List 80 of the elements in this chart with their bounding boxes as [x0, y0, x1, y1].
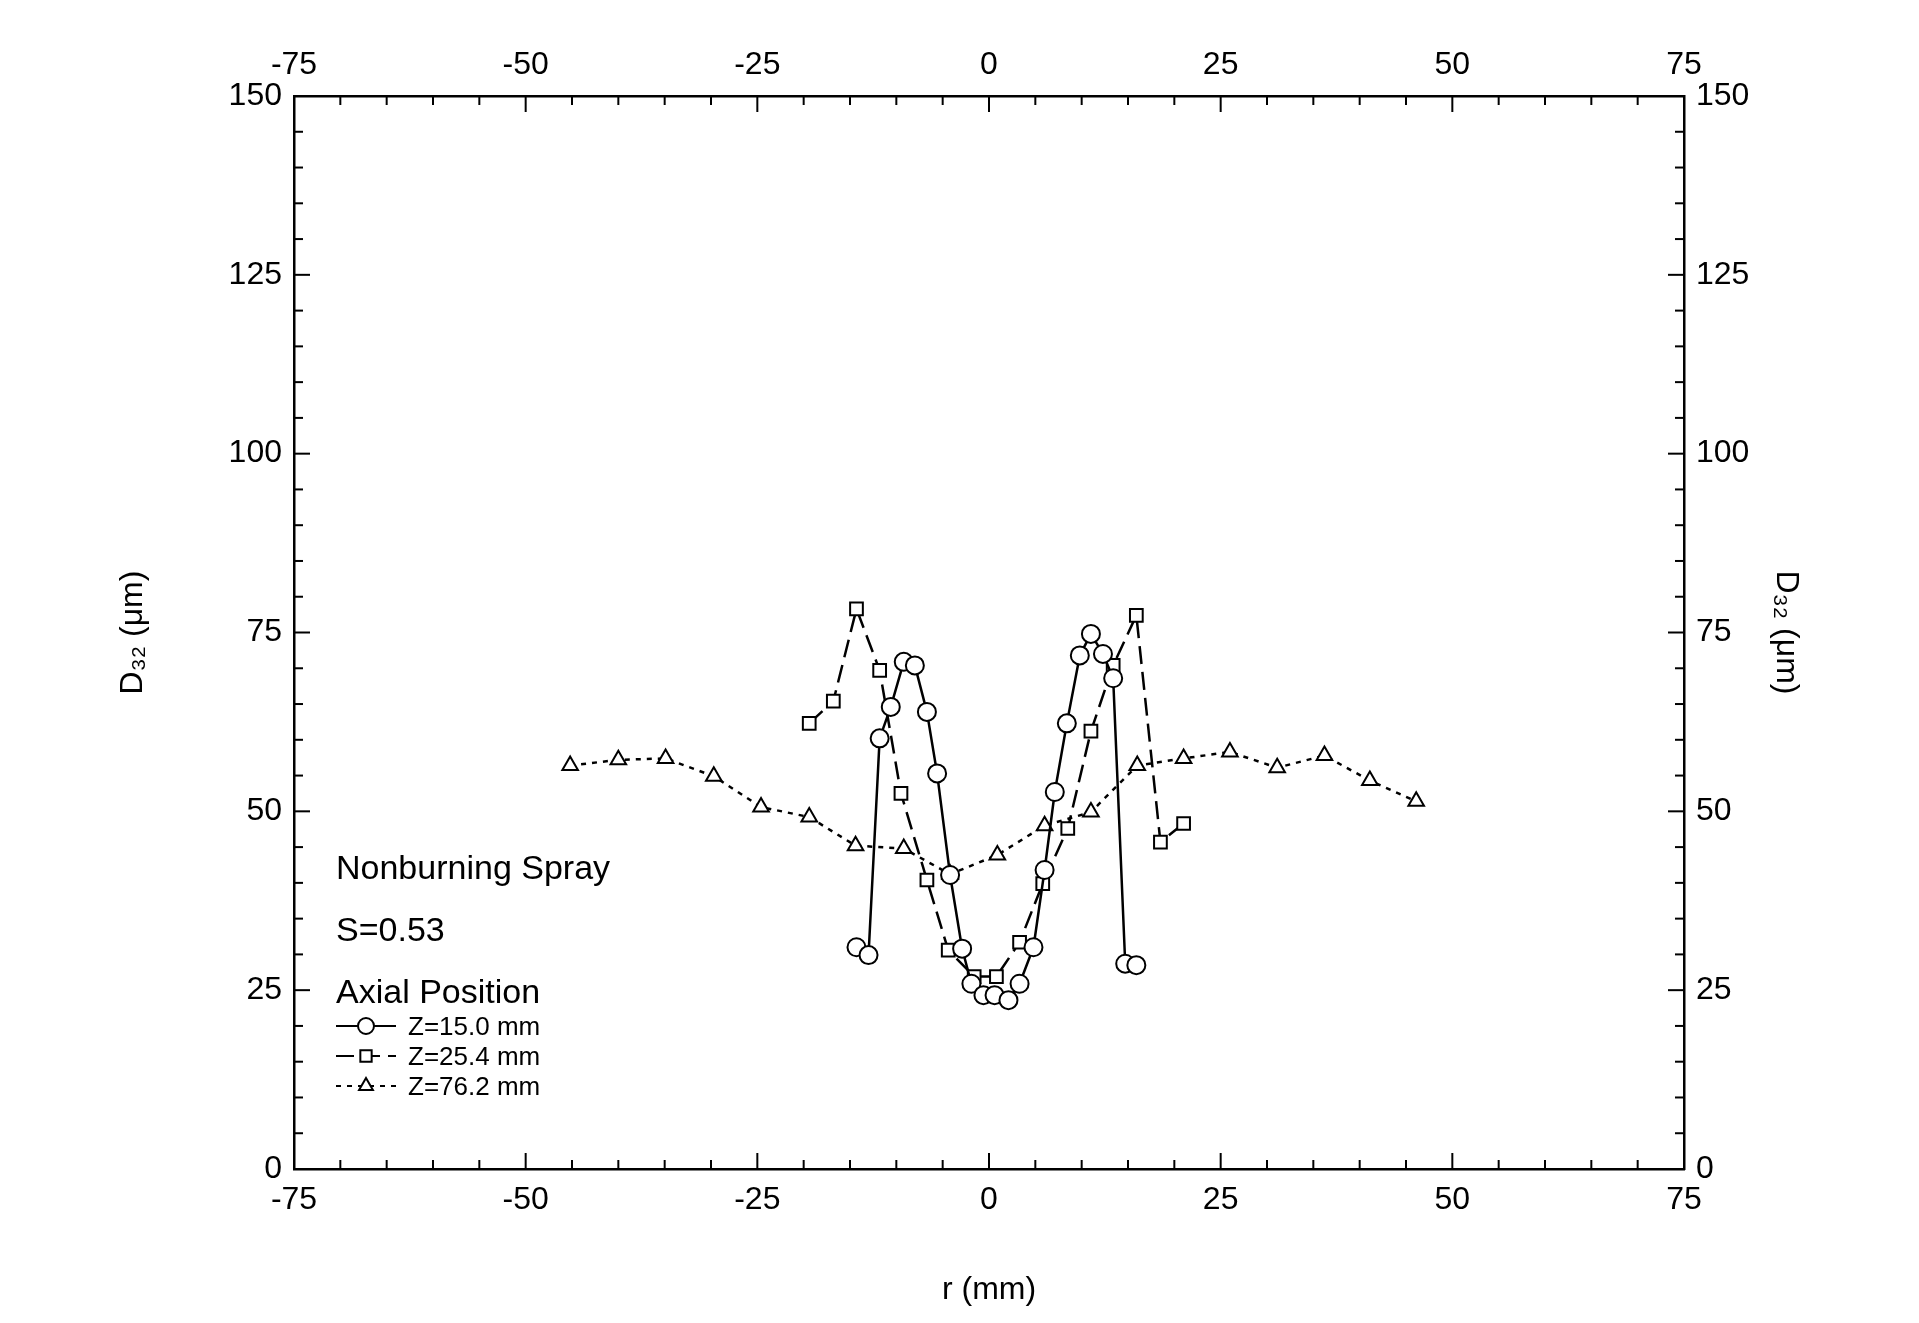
- x-tick-label: 0: [980, 1180, 998, 1217]
- point: [1012, 934, 1027, 950]
- point: [1315, 745, 1334, 762]
- point: [1221, 741, 1239, 758]
- point: [998, 990, 1019, 1011]
- y-tick-label: 125: [228, 254, 282, 291]
- point: [961, 973, 982, 994]
- point: [1103, 668, 1124, 689]
- point: [904, 655, 925, 676]
- point: [1044, 782, 1065, 803]
- point: [1092, 643, 1113, 664]
- x-tick-label: -25: [734, 1180, 781, 1217]
- point: [894, 838, 913, 855]
- point: [1056, 713, 1077, 734]
- point: [1128, 607, 1144, 623]
- point: [656, 748, 675, 764]
- x2-tick-label: -50: [502, 44, 549, 81]
- point: [849, 601, 864, 617]
- x-tick-label: 25: [1202, 1180, 1239, 1217]
- x2-tick-label: 50: [1434, 44, 1471, 81]
- point: [1083, 723, 1099, 739]
- annotation: Nonburning Spray: [336, 848, 611, 886]
- annotation: S=0.53: [336, 910, 445, 948]
- point: [1361, 770, 1379, 787]
- y2-tick-label: 100: [1696, 433, 1750, 470]
- point: [1069, 645, 1090, 666]
- y-axis-title: D₃₂ (μm): [113, 570, 150, 695]
- y2-tick-label: 125: [1696, 254, 1750, 291]
- point: [989, 969, 1004, 984]
- point: [800, 807, 819, 823]
- legend-title: Axial Position: [336, 972, 541, 1010]
- point: [927, 763, 948, 784]
- y-tick-label: 100: [228, 433, 282, 470]
- x-axis-title: r (mm): [941, 1269, 1037, 1306]
- point: [1174, 748, 1193, 764]
- point: [1176, 816, 1191, 831]
- y2-tick-label: 50: [1696, 791, 1732, 828]
- point: [919, 872, 935, 888]
- point: [880, 696, 901, 717]
- point: [872, 663, 888, 678]
- point: [561, 755, 579, 772]
- point: [893, 786, 909, 801]
- point: [1034, 859, 1055, 880]
- point: [1153, 834, 1168, 850]
- point: [1407, 791, 1425, 807]
- point: [916, 701, 937, 722]
- point: [1009, 973, 1030, 994]
- point: [1128, 755, 1147, 772]
- y-tick-label: 75: [246, 612, 282, 649]
- point: [952, 938, 973, 959]
- x-tick-label: 50: [1434, 1180, 1471, 1217]
- point: [704, 766, 723, 782]
- legend-label: Z=25.4 mm: [408, 1041, 541, 1071]
- point: [846, 835, 865, 852]
- point: [1126, 955, 1147, 976]
- point: [801, 715, 817, 731]
- y-tick-label: 50: [246, 791, 282, 828]
- point: [1023, 937, 1044, 958]
- point: [1268, 757, 1286, 774]
- point: [858, 945, 879, 966]
- x2-tick-label: 0: [980, 44, 998, 81]
- point: [869, 728, 890, 749]
- point: [1060, 821, 1076, 836]
- y2-tick-label: 25: [1696, 969, 1732, 1006]
- point: [609, 749, 628, 766]
- point: [825, 693, 841, 709]
- x-tick-label: -50: [502, 1180, 549, 1217]
- point: [940, 865, 961, 885]
- legend-label: Z=15.0 mm: [408, 1011, 541, 1041]
- point: [988, 844, 1007, 861]
- legend-label: Z=76.2 mm: [408, 1071, 541, 1101]
- point: [1035, 815, 1054, 832]
- y2-axis-title: D₃₂ (μm): [1769, 570, 1806, 695]
- point: [752, 797, 770, 813]
- x2-tick-label: 25: [1202, 44, 1239, 81]
- point: [1082, 802, 1100, 818]
- y2-tick-label: 75: [1696, 612, 1732, 649]
- point: [1080, 623, 1101, 644]
- x2-tick-label: -25: [734, 44, 781, 81]
- y-tick-label: 25: [246, 969, 282, 1006]
